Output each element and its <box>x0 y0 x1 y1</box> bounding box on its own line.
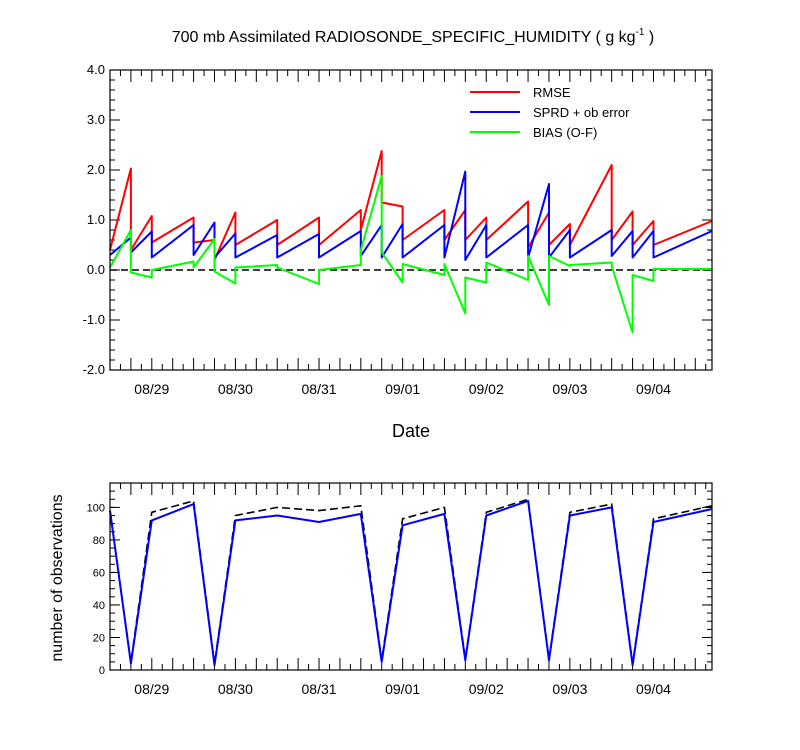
x-tick-label: 08/31 <box>302 681 337 697</box>
x-tick-label: 09/02 <box>469 381 504 397</box>
y-tick-label: 20 <box>93 632 105 644</box>
top-series <box>109 150 713 334</box>
top-panel: -2.0-1.00.01.02.03.04.0 08/29 08/30 08/31 0… <box>83 62 713 397</box>
y-tick-label: 60 <box>93 567 105 579</box>
y-tick-label: 100 <box>87 502 105 514</box>
x-tick-label: 08/30 <box>218 681 253 697</box>
legend-label: RMSE <box>533 85 571 100</box>
bottom-ticks <box>109 482 712 671</box>
y-tick-label: 4.0 <box>87 62 105 77</box>
series-line <box>109 175 712 334</box>
bottom-y-tick-labels: 0 20 40 60 80 100 <box>87 502 105 677</box>
y-tick-label: 40 <box>93 600 105 612</box>
x-tick-label: 09/04 <box>636 381 671 397</box>
y-tick-label: 80 <box>93 535 105 547</box>
y-tick-label: 2.0 <box>87 162 105 177</box>
x-tick-label: 09/04 <box>636 681 671 697</box>
x-tick-label: 08/29 <box>134 681 169 697</box>
legend-label: SPRD + ob error <box>533 105 630 120</box>
series-line <box>109 170 713 261</box>
y-tick-label: -2.0 <box>83 362 105 377</box>
y-tick-label: 0.0 <box>87 262 105 277</box>
x-tick-label: 09/01 <box>385 681 420 697</box>
y-axis-label-bottom: number of observations <box>49 494 66 661</box>
bottom-plot-frame <box>109 482 713 671</box>
series-line <box>109 499 713 667</box>
y-tick-label: -1.0 <box>83 312 105 327</box>
x-tick-label: 08/29 <box>134 381 169 397</box>
top-x-tick-labels: 08/29 08/30 08/31 09/01 09/02 09/03 09/04 <box>134 381 671 397</box>
x-tick-label: 08/30 <box>218 381 253 397</box>
bottom-panel: 0 20 40 60 80 100 08/29 08/30 08/31 09/01 09/02 09… <box>87 482 713 697</box>
chart-title-superscript: -1 <box>636 27 645 38</box>
x-axis-label: Date <box>392 421 430 441</box>
x-tick-label: 09/01 <box>385 381 420 397</box>
chart-title-end: ) <box>644 29 654 46</box>
bottom-series <box>109 498 713 667</box>
y-tick-label: 0 <box>99 665 105 677</box>
x-tick-label: 09/03 <box>552 681 587 697</box>
legend-label: BIAS (O-F) <box>533 125 597 140</box>
bottom-x-tick-labels: 08/29 08/30 08/31 09/01 09/02 09/03 09/04 <box>134 681 671 697</box>
y-tick-label: 1.0 <box>87 212 105 227</box>
chart-title: 700 mb Assimilated RADIOSONDE_SPECIFIC_H… <box>172 27 655 46</box>
top-y-tick-labels: -2.0 -1.0 0.0 1.0 2.0 3.0 4.0 <box>83 62 105 377</box>
chart-title-text: 700 mb Assimilated RADIOSONDE_SPECIFIC_H… <box>172 29 636 46</box>
top-plot-frame <box>109 69 713 371</box>
y-tick-label: 3.0 <box>87 112 105 127</box>
x-tick-label: 09/03 <box>552 381 587 397</box>
x-tick-label: 08/31 <box>302 381 337 397</box>
legend: RMSE SPRD + ob error BIAS (O-F) <box>470 85 630 140</box>
x-tick-label: 09/02 <box>469 681 504 697</box>
